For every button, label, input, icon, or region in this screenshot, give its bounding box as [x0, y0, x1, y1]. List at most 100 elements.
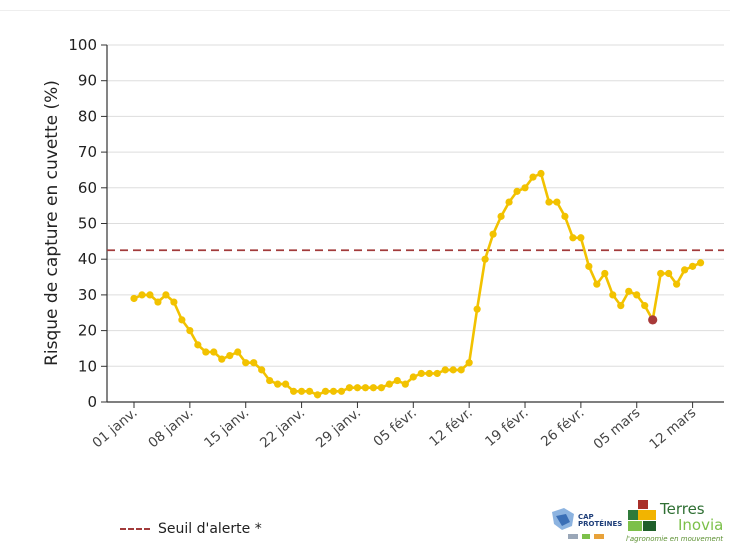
- gridlines: [107, 44, 724, 367]
- y-tick-label: 50: [78, 215, 97, 233]
- data-point: [593, 280, 601, 288]
- data-point: [561, 212, 569, 220]
- data-point: [425, 369, 433, 378]
- data-point: [513, 187, 521, 195]
- data-point: [369, 384, 377, 392]
- y-tick-label: 80: [78, 107, 97, 125]
- data-point: [433, 369, 441, 378]
- data-point: [521, 184, 529, 192]
- data-point: [361, 384, 370, 392]
- data-point: [337, 387, 346, 395]
- data-point: [569, 234, 577, 242]
- data-point: [537, 169, 545, 178]
- data-point: [585, 262, 593, 270]
- y-tick-label: 60: [78, 179, 97, 197]
- y-tick-label: 40: [78, 250, 97, 268]
- y-axis-ticks: 0 10 20 30 40 50 60 70 80 90 100: [68, 36, 107, 411]
- data-point: [689, 262, 697, 270]
- x-tick-label: 26 févr.: [538, 405, 587, 450]
- data-point: [345, 384, 354, 392]
- legend-dash-swatch: [120, 528, 150, 530]
- data-point: [529, 173, 537, 181]
- series-line: [133, 172, 702, 397]
- terres-inovia-word-terres: Terres: [660, 500, 705, 518]
- data-point: [170, 298, 178, 306]
- data-point: [553, 198, 561, 206]
- x-tick-label: 29 janv.: [313, 405, 364, 452]
- data-point: [665, 269, 673, 278]
- data-point: [305, 387, 314, 395]
- data-point: [401, 380, 409, 388]
- data-points: [130, 169, 705, 399]
- y-tick-label: 70: [78, 143, 97, 161]
- cap-proteines-label: CAP PROTÉINES: [578, 513, 623, 528]
- x-axis-ticks: 01 janv. 08 janv. 15 janv. 22 janv. 29 janv.…: [89, 402, 699, 453]
- data-point: [505, 198, 513, 206]
- data-point: [321, 387, 330, 395]
- data-point: [625, 287, 633, 295]
- data-point: [489, 230, 497, 238]
- data-point: [138, 291, 146, 299]
- data-point: [473, 305, 481, 313]
- data-point: [609, 291, 617, 299]
- data-point: [385, 380, 393, 388]
- data-point: [481, 255, 489, 263]
- data-point: [242, 359, 250, 367]
- data-point: [417, 369, 425, 378]
- data-point: [313, 391, 322, 399]
- y-axis-label: Risque de capture en cuvette (%): [42, 80, 62, 366]
- data-point: [457, 366, 465, 374]
- terres-inovia-word-inovia: Inovia: [678, 516, 724, 534]
- data-point: [226, 351, 234, 360]
- data-point: [497, 212, 505, 220]
- data-point: [130, 294, 138, 303]
- x-tick-label: 05 mars: [591, 405, 644, 453]
- data-point: [633, 291, 641, 299]
- legend: Seuil d'alerte *: [120, 519, 262, 539]
- legend-label: Seuil d'alerte *: [158, 521, 262, 537]
- data-point: [186, 327, 194, 335]
- data-point: [202, 348, 210, 356]
- data-point: [545, 198, 553, 206]
- data-point: [673, 280, 681, 288]
- data-point: [601, 269, 609, 278]
- x-tick-label: 19 févr.: [482, 405, 531, 450]
- data-point: [441, 366, 449, 374]
- data-point: [146, 291, 154, 299]
- top-divider: [0, 10, 730, 11]
- x-tick-label: 01 janv.: [89, 405, 140, 452]
- x-tick-label: 08 janv.: [145, 405, 196, 452]
- x-tick-label: 15 janv.: [201, 405, 252, 452]
- data-point: [154, 298, 162, 306]
- data-point: [449, 366, 457, 374]
- data-point: [465, 359, 473, 367]
- cap-proteines-logo: CAP PROTÉINES: [548, 504, 623, 544]
- y-tick-label: 100: [68, 36, 97, 54]
- data-point: [250, 359, 258, 367]
- x-tick-label: 12 mars: [646, 405, 699, 453]
- data-point: [329, 387, 338, 395]
- data-point: [377, 384, 385, 392]
- data-point: [210, 348, 218, 356]
- data-point: [194, 341, 202, 349]
- data-point: [393, 376, 401, 385]
- data-point: [258, 366, 266, 374]
- y-tick-label: 30: [78, 286, 97, 304]
- data-point: [290, 387, 298, 395]
- y-tick-label: 20: [78, 322, 97, 340]
- x-tick-label: 05 févr.: [370, 405, 419, 450]
- y-tick-label: 90: [78, 72, 97, 90]
- highlighted-data-point: [648, 315, 658, 325]
- data-point: [282, 380, 290, 388]
- data-point: [178, 316, 186, 324]
- y-tick-label: 0: [87, 393, 97, 411]
- data-point: [162, 291, 170, 299]
- data-point: [696, 259, 705, 267]
- data-point: [577, 234, 585, 242]
- data-point: [657, 269, 665, 278]
- data-point: [218, 355, 226, 363]
- data-point: [234, 348, 242, 356]
- data-point: [297, 387, 306, 395]
- data-point: [617, 302, 625, 310]
